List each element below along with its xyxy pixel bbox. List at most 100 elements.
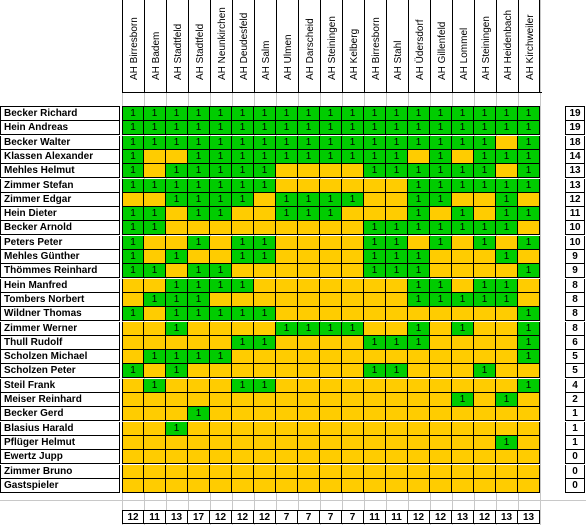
attendance-cell-absent[interactable]	[210, 364, 232, 378]
attendance-cell-absent[interactable]	[210, 479, 232, 493]
attendance-cell-absent[interactable]	[430, 450, 452, 464]
attendance-cell-absent[interactable]	[452, 193, 474, 207]
attendance-cell-absent[interactable]	[386, 465, 408, 479]
attendance-cell-present[interactable]: 1	[320, 136, 342, 150]
attendance-cell-absent[interactable]	[276, 379, 298, 393]
attendance-cell-absent[interactable]	[518, 293, 540, 307]
attendance-cell-absent[interactable]	[298, 250, 320, 264]
attendance-cell-present[interactable]: 1	[144, 121, 166, 135]
attendance-cell-absent[interactable]	[188, 479, 210, 493]
attendance-cell-absent[interactable]	[254, 264, 276, 278]
attendance-cell-present[interactable]: 1	[430, 164, 452, 178]
attendance-cell-present[interactable]: 1	[496, 279, 518, 293]
attendance-cell-absent[interactable]	[166, 465, 188, 479]
attendance-cell-present[interactable]: 1	[188, 164, 210, 178]
attendance-cell-present[interactable]: 1	[408, 179, 430, 193]
attendance-cell-absent[interactable]	[320, 379, 342, 393]
attendance-cell-present[interactable]: 1	[474, 364, 496, 378]
attendance-cell-absent[interactable]	[496, 450, 518, 464]
attendance-cell-absent[interactable]	[474, 479, 496, 493]
attendance-cell-absent[interactable]	[188, 364, 210, 378]
attendance-cell-absent[interactable]	[122, 436, 144, 450]
attendance-cell-present[interactable]: 1	[232, 121, 254, 135]
attendance-cell-present[interactable]: 1	[518, 236, 540, 250]
attendance-cell-absent[interactable]	[276, 307, 298, 321]
attendance-cell-absent[interactable]	[386, 207, 408, 221]
attendance-cell-present[interactable]: 1	[232, 193, 254, 207]
attendance-cell-absent[interactable]	[518, 364, 540, 378]
attendance-cell-absent[interactable]	[342, 465, 364, 479]
attendance-cell-present[interactable]: 1	[474, 236, 496, 250]
attendance-cell-absent[interactable]	[210, 221, 232, 235]
attendance-cell-absent[interactable]	[408, 422, 430, 436]
attendance-cell-absent[interactable]	[254, 407, 276, 421]
attendance-cell-absent[interactable]	[298, 364, 320, 378]
attendance-cell-absent[interactable]	[210, 379, 232, 393]
attendance-cell-absent[interactable]	[408, 465, 430, 479]
attendance-cell-present[interactable]: 1	[518, 164, 540, 178]
attendance-cell-absent[interactable]	[408, 350, 430, 364]
attendance-cell-absent[interactable]	[496, 164, 518, 178]
attendance-cell-absent[interactable]	[364, 379, 386, 393]
attendance-cell-absent[interactable]	[430, 422, 452, 436]
attendance-cell-absent[interactable]	[122, 379, 144, 393]
attendance-cell-present[interactable]: 1	[474, 164, 496, 178]
attendance-cell-present[interactable]: 1	[298, 322, 320, 336]
attendance-cell-absent[interactable]	[210, 322, 232, 336]
attendance-cell-present[interactable]: 1	[474, 136, 496, 150]
attendance-cell-present[interactable]: 1	[364, 150, 386, 164]
attendance-cell-absent[interactable]	[386, 379, 408, 393]
attendance-cell-present[interactable]: 1	[144, 221, 166, 235]
attendance-cell-absent[interactable]	[342, 450, 364, 464]
attendance-cell-present[interactable]: 1	[320, 322, 342, 336]
attendance-cell-absent[interactable]	[408, 236, 430, 250]
attendance-cell-present[interactable]: 1	[408, 107, 430, 121]
attendance-cell-absent[interactable]	[144, 465, 166, 479]
attendance-cell-present[interactable]: 1	[408, 322, 430, 336]
attendance-cell-present[interactable]: 1	[276, 121, 298, 135]
attendance-cell-absent[interactable]	[452, 250, 474, 264]
attendance-cell-present[interactable]: 1	[254, 179, 276, 193]
attendance-cell-absent[interactable]	[254, 207, 276, 221]
attendance-cell-absent[interactable]	[364, 179, 386, 193]
attendance-cell-absent[interactable]	[298, 279, 320, 293]
attendance-cell-absent[interactable]	[408, 150, 430, 164]
attendance-cell-absent[interactable]	[254, 364, 276, 378]
attendance-cell-absent[interactable]	[254, 350, 276, 364]
attendance-cell-present[interactable]: 1	[408, 193, 430, 207]
attendance-cell-present[interactable]: 1	[452, 136, 474, 150]
attendance-cell-absent[interactable]	[364, 479, 386, 493]
attendance-cell-absent[interactable]	[122, 422, 144, 436]
attendance-cell-present[interactable]: 1	[210, 179, 232, 193]
attendance-cell-absent[interactable]	[430, 479, 452, 493]
attendance-cell-absent[interactable]	[276, 350, 298, 364]
attendance-cell-present[interactable]: 1	[496, 121, 518, 135]
attendance-cell-present[interactable]: 1	[210, 164, 232, 178]
attendance-cell-present[interactable]: 1	[364, 221, 386, 235]
attendance-cell-present[interactable]: 1	[254, 336, 276, 350]
attendance-cell-present[interactable]: 1	[210, 150, 232, 164]
attendance-cell-absent[interactable]	[430, 250, 452, 264]
attendance-cell-present[interactable]: 1	[474, 107, 496, 121]
attendance-cell-absent[interactable]	[518, 450, 540, 464]
attendance-cell-absent[interactable]	[144, 479, 166, 493]
attendance-cell-absent[interactable]	[364, 393, 386, 407]
attendance-cell-present[interactable]: 1	[474, 279, 496, 293]
attendance-cell-absent[interactable]	[342, 364, 364, 378]
attendance-cell-absent[interactable]	[298, 407, 320, 421]
attendance-cell-absent[interactable]	[232, 393, 254, 407]
attendance-cell-absent[interactable]	[166, 150, 188, 164]
attendance-cell-absent[interactable]	[364, 207, 386, 221]
attendance-cell-present[interactable]: 1	[122, 150, 144, 164]
attendance-cell-absent[interactable]	[188, 465, 210, 479]
attendance-cell-absent[interactable]	[166, 436, 188, 450]
attendance-cell-absent[interactable]	[474, 264, 496, 278]
attendance-cell-absent[interactable]	[364, 307, 386, 321]
attendance-cell-absent[interactable]	[320, 350, 342, 364]
attendance-cell-present[interactable]: 1	[408, 264, 430, 278]
attendance-cell-present[interactable]: 1	[166, 293, 188, 307]
attendance-cell-absent[interactable]	[232, 465, 254, 479]
attendance-cell-absent[interactable]	[298, 393, 320, 407]
attendance-cell-present[interactable]: 1	[166, 179, 188, 193]
attendance-cell-absent[interactable]	[188, 450, 210, 464]
